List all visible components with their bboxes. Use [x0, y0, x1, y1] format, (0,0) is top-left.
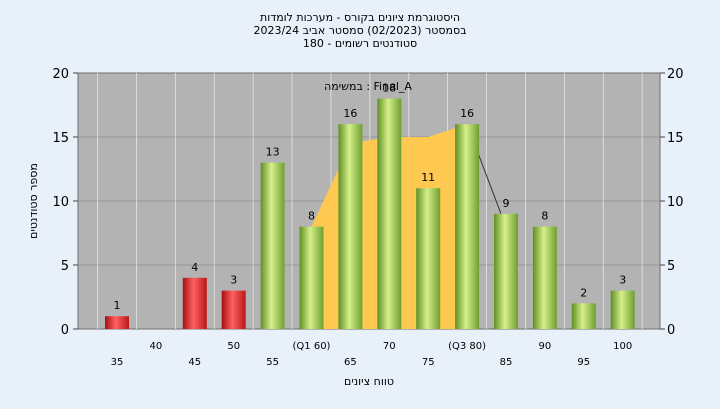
x-axis: 35 40 45 50 55 (Q1 60) 65 70 75 (Q3 80) 85 90 95 100 [111, 341, 633, 368]
x-axis-title: טווח ציונים [344, 375, 394, 388]
bar-6 [338, 124, 363, 329]
x-tick-3: 50 [227, 341, 240, 352]
bar-12 [571, 303, 596, 329]
y-axis-title: מספר סטודנטים [27, 163, 40, 239]
x-tick-6: 65 [344, 357, 357, 368]
annotation: במשימה : Final_A [324, 80, 412, 93]
x-tick-0: 35 [111, 357, 124, 368]
data-label-2: 4 [191, 261, 198, 274]
bar-7 [377, 98, 402, 329]
x-tick-13: 100 [613, 341, 632, 352]
y-tick-left-0: 0 [61, 323, 69, 338]
data-label-9: 16 [460, 107, 474, 120]
data-label-12: 2 [580, 286, 587, 299]
y-tick-right-1: 5 [667, 259, 675, 274]
bar-8 [416, 188, 441, 329]
y-tick-left-1: 5 [61, 259, 69, 274]
y-tick-right-4: 20 [667, 67, 684, 82]
x-tick-4: 55 [266, 357, 279, 368]
data-label-13: 3 [619, 274, 626, 287]
bar-11 [532, 226, 557, 329]
title-line-2: בסמסטר (02/2023) סמסטר אביב 2023/24 [253, 24, 466, 37]
x-tick-12: 95 [577, 357, 590, 368]
y-tick-right-2: 10 [667, 195, 684, 210]
data-label-0: 1 [114, 299, 121, 312]
bar-3 [221, 290, 246, 329]
x-tick-1: 40 [150, 341, 163, 352]
y-tick-left-2: 10 [52, 195, 69, 210]
y-axis-right: 0 5 10 15 20 [660, 67, 684, 338]
x-tick-8: 75 [422, 357, 435, 368]
bar-9 [455, 124, 480, 329]
y-tick-left-3: 15 [52, 131, 69, 146]
bar-4 [260, 162, 285, 329]
data-label-5: 8 [308, 210, 315, 223]
bar-10 [494, 213, 518, 329]
y-tick-right-3: 15 [667, 131, 684, 146]
y-tick-right-0: 0 [667, 323, 675, 338]
data-labels: 1 4 3 13 8 16 18 11 16 9 8 2 3 [114, 82, 627, 313]
chart-title: היסטוגרמת ציונים בקורס - מערכות לומדות ב… [253, 11, 466, 50]
y-tick-left-4: 20 [52, 67, 69, 82]
title-line-1: היסטוגרמת ציונים בקורס - מערכות לומדות [260, 11, 460, 24]
title-line-3: סטודנטים רשומים - 180 [303, 37, 417, 50]
x-tick-2: 45 [188, 357, 201, 368]
x-tick-5: (Q1 60) [293, 341, 331, 352]
bar-5 [299, 226, 324, 329]
data-label-7: 18 [382, 82, 396, 95]
x-tick-10: 85 [500, 357, 513, 368]
x-tick-9: (Q3 80) [448, 341, 486, 352]
data-label-10: 9 [503, 197, 510, 210]
data-label-11: 8 [541, 210, 548, 223]
bar-0 [105, 316, 129, 329]
y-axis-left: 0 5 10 15 20 [52, 67, 78, 338]
data-label-8: 11 [421, 171, 435, 184]
data-label-3: 3 [230, 274, 237, 287]
data-label-4: 13 [266, 146, 280, 159]
bar-2 [182, 277, 207, 329]
bars [105, 98, 635, 329]
x-tick-11: 90 [539, 341, 552, 352]
data-label-6: 16 [343, 107, 357, 120]
bar-13 [610, 290, 635, 329]
x-tick-7: 70 [383, 341, 396, 352]
